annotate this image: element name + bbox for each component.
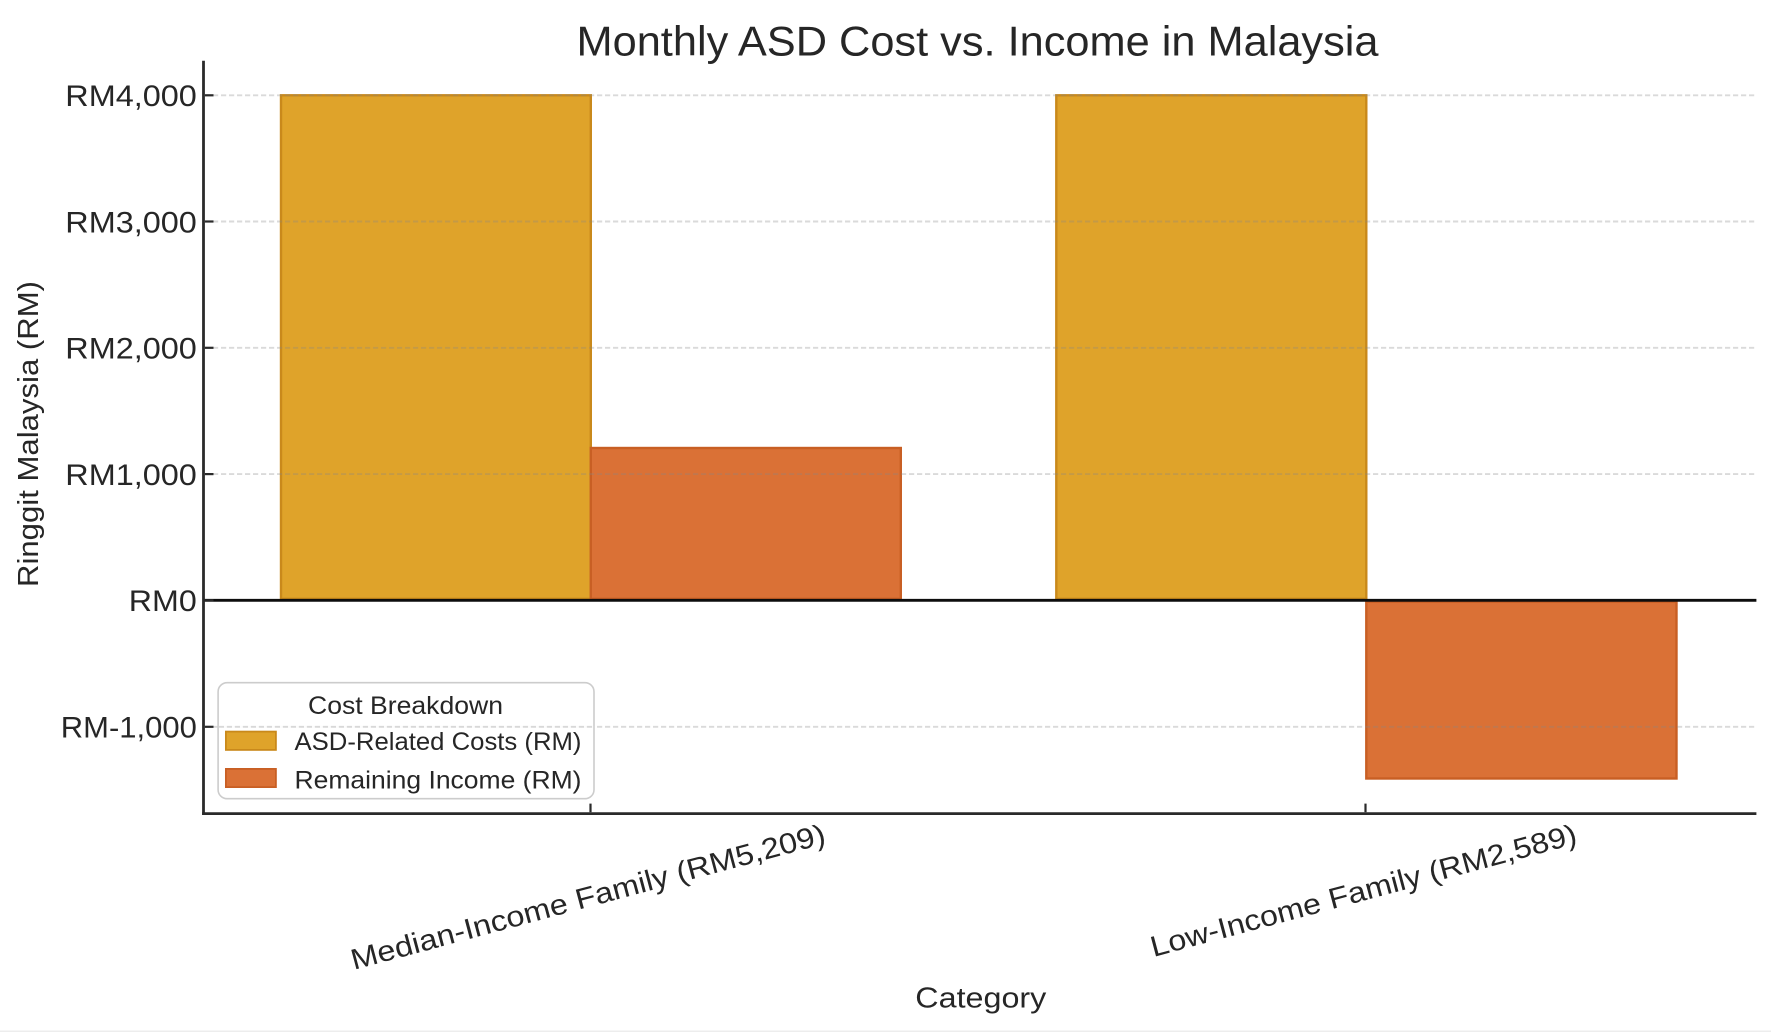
svg-text:RM0: RM0 (129, 585, 197, 618)
svg-text:Category: Category (915, 982, 1047, 1014)
svg-text:Monthly ASD Cost vs. Income in: Monthly ASD Cost vs. Income in Malaysia (577, 18, 1380, 65)
svg-text:RM4,000: RM4,000 (65, 80, 197, 113)
svg-text:Cost Breakdown: Cost Breakdown (308, 692, 503, 720)
svg-text:RM3,000: RM3,000 (65, 206, 197, 239)
svg-text:RM1,000: RM1,000 (65, 459, 197, 492)
svg-text:Remaining Income (RM): Remaining Income (RM) (295, 766, 582, 794)
svg-text:RM2,000: RM2,000 (65, 333, 197, 366)
svg-text:Ringgit Malaysia (RM): Ringgit Malaysia (RM) (13, 281, 45, 587)
svg-text:ASD-Related Costs (RM): ASD-Related Costs (RM) (295, 728, 582, 756)
svg-text:RM-1,000: RM-1,000 (61, 712, 197, 745)
